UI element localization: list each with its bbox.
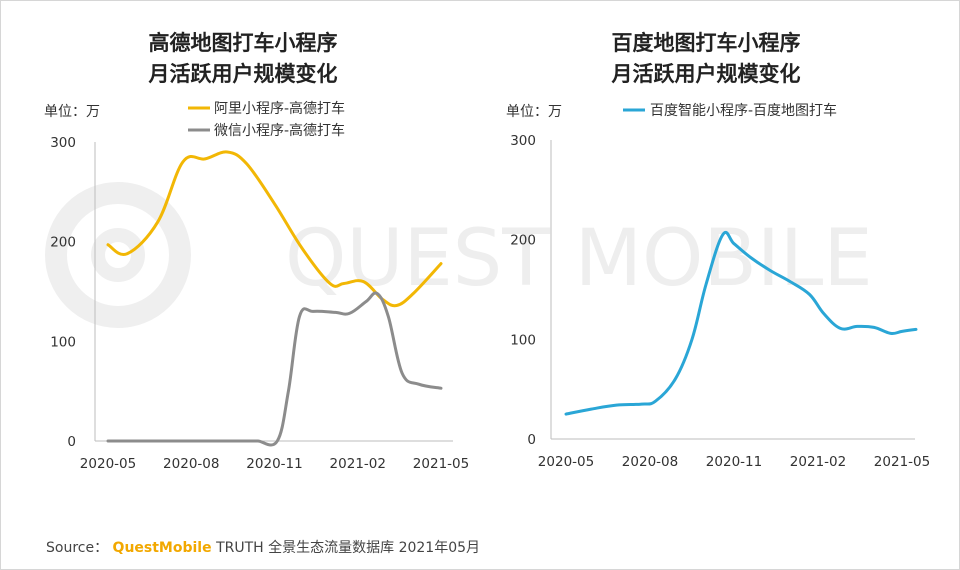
legend: 百度智能小程序-百度地图打车 [623,102,837,119]
series-line-0 [106,150,443,308]
baidu-chart: 百度地图打车小程序 月活跃用户规模变化 单位：万 百度智能小程序-百度地图打车 … [506,31,930,470]
legend-label-wechat: 微信小程序-高德打车 [214,122,345,139]
y-ticks: 0 100 200 300 [50,135,76,450]
watermark-text: QUEST MOBILE [285,214,873,304]
chart-title-line-2: 月活跃用户规模变化 [148,62,338,86]
y-tick-label: 0 [67,434,76,450]
x-tick-label: 2021-02 [790,454,846,470]
chart-title-line-2: 月活跃用户规模变化 [611,62,801,86]
y-ticks: 0 100 200 300 [510,133,536,448]
series-line-1 [106,291,443,447]
y-tick-label: 100 [50,334,76,350]
x-tick-label: 2021-05 [413,456,469,472]
x-tick-label: 2020-05 [538,454,594,470]
x-tick-label: 2021-05 [874,454,930,470]
y-tick-label: 200 [510,233,536,249]
source-brand-logo: QuestMobile [112,540,212,556]
x-tick-label: 2020-08 [163,456,219,472]
source-prefix: Source： [46,540,109,556]
y-tick-label: 100 [510,332,536,348]
watermark: QUEST MOBILE [45,182,873,328]
legend-label-alipay: 阿里小程序-高德打车 [214,100,345,117]
series-lines [106,150,443,447]
y-tick-label: 300 [510,133,536,149]
y-tick-label: 200 [50,235,76,251]
y-tick-label: 0 [527,432,536,448]
x-tick-label: 2020-08 [622,454,678,470]
x-tick-label: 2020-11 [706,454,762,470]
chart-title-line-1: 百度地图打车小程序 [612,31,801,55]
x-tick-label: 2021-02 [330,456,386,472]
unit-label: 单位：万 [44,104,100,120]
y-tick-label: 300 [50,135,76,151]
chart-title-line-1: 高德地图打车小程序 [149,31,338,55]
watermark-ring [45,182,191,328]
x-tick-label: 2020-05 [80,456,136,472]
x-ticks: 2020-05 2020-08 2020-11 2021-02 2021-05 [80,456,469,472]
unit-label: 单位：万 [506,104,562,120]
x-ticks: 2020-05 2020-08 2020-11 2021-02 2021-05 [538,454,930,470]
source-suffix: TRUTH 全景生态流量数据库 2021年05月 [216,540,481,556]
legend: 阿里小程序-高德打车 微信小程序-高德打车 [188,100,345,139]
gaode-chart: 高德地图打车小程序 月活跃用户规模变化 单位：万 阿里小程序-高德打车 微信小程… [44,31,469,472]
watermark-core [91,228,145,282]
x-tick-label: 2020-11 [246,456,302,472]
series-line-0 [564,230,918,416]
legend-label-baidu: 百度智能小程序-百度地图打车 [650,102,837,119]
series-lines [564,230,918,416]
source-note: Source： QuestMobile TRUTH 全景生态流量数据库 2021… [46,537,480,557]
